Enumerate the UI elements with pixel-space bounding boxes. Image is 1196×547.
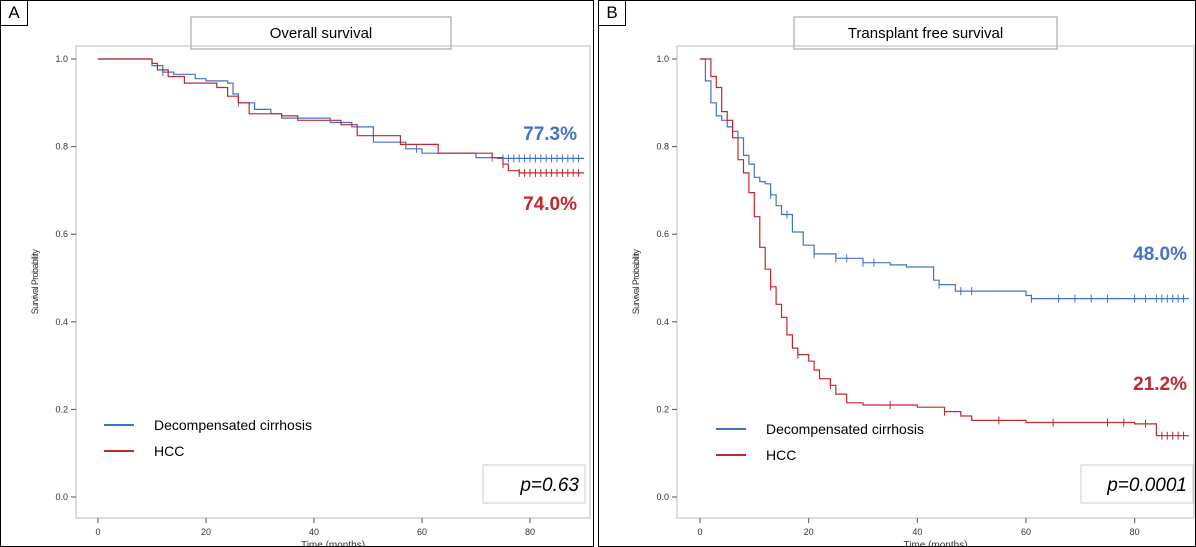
end-label-hcc: 74.0% bbox=[523, 194, 577, 215]
y-tick-label: 0.2 bbox=[55, 404, 68, 414]
series-line-decompensated-cirrhosis bbox=[98, 58, 584, 159]
plot-frame bbox=[676, 45, 1195, 519]
y-tick-label: 0.6 bbox=[656, 229, 669, 239]
y-axis-label: Survival Probability bbox=[30, 249, 40, 315]
plot-frame bbox=[75, 45, 591, 519]
x-tick-label: 80 bbox=[525, 527, 535, 537]
x-axis-label: Time (months) bbox=[301, 540, 365, 546]
x-tick-label: 40 bbox=[309, 527, 319, 537]
legend-label-decompensated-cirrhosis: Decompensated cirrhosis bbox=[154, 417, 312, 433]
x-tick-label: 0 bbox=[697, 527, 702, 537]
x-tick-label: 40 bbox=[912, 527, 922, 537]
p-value: p=0.63 bbox=[519, 475, 579, 496]
panel-overall-survival: A Overall survival 0.0 0.2 0.4 0.6 0.8 1.0 0 20 4… bbox=[0, 0, 594, 547]
legend-label-hcc: HCC bbox=[766, 447, 796, 463]
panel-label-a: A bbox=[1, 1, 28, 26]
y-tick-label: 0.0 bbox=[55, 492, 68, 502]
x-tick-label: 60 bbox=[417, 527, 427, 537]
title-box bbox=[190, 16, 452, 50]
end-label-hcc: 21.2% bbox=[1133, 374, 1187, 395]
x-axis-label: Time (months) bbox=[903, 540, 967, 546]
chart-title: Overall survival bbox=[270, 25, 373, 42]
y-tick-label: 0.4 bbox=[656, 317, 669, 327]
transplant-free-survival-chart: Transplant free survival 0.0 0.2 0.4 0.6 0.8 1… bbox=[631, 16, 1195, 546]
series-line-hcc bbox=[98, 58, 584, 174]
end-label-decompensated-cirrhosis: 48.0% bbox=[1133, 244, 1187, 265]
y-tick-label: 1.0 bbox=[656, 54, 669, 64]
panel-label-b: B bbox=[599, 1, 626, 26]
x-tick-label: 80 bbox=[1130, 527, 1140, 537]
end-label-decompensated-cirrhosis: 77.3% bbox=[523, 124, 577, 145]
p-value-box bbox=[482, 464, 586, 504]
chart-title: Transplant free survival bbox=[848, 25, 1003, 42]
y-tick-label: 0.8 bbox=[656, 142, 669, 152]
x-tick-label: 60 bbox=[1021, 527, 1031, 537]
p-value: p=0.0001 bbox=[1106, 475, 1187, 496]
y-tick-label: 0.0 bbox=[656, 492, 669, 502]
panel-transplant-free-survival: B Transplant free survival 0.0 0.2 0.4 0.6 0.… bbox=[598, 0, 1196, 547]
y-tick-label: 1.0 bbox=[55, 54, 68, 64]
overall-survival-chart: Overall survival 0.0 0.2 0.4 0.6 0.8 1.0 0 20 40 6… bbox=[30, 16, 591, 546]
legend-label-decompensated-cirrhosis: Decompensated cirrhosis bbox=[766, 421, 924, 437]
series-line-hcc bbox=[700, 58, 1189, 437]
title-box bbox=[793, 16, 1058, 50]
y-tick-label: 0.8 bbox=[55, 142, 68, 152]
y-tick-label: 0.2 bbox=[656, 404, 669, 414]
p-value-box bbox=[1080, 464, 1194, 504]
legend-label-hcc: HCC bbox=[154, 443, 184, 459]
y-tick-label: 0.4 bbox=[55, 317, 68, 327]
y-axis-label: Survival Probability bbox=[631, 249, 641, 315]
series-line-decompensated-cirrhosis bbox=[700, 58, 1189, 300]
x-tick-label: 20 bbox=[201, 527, 211, 537]
y-tick-label: 0.6 bbox=[55, 229, 68, 239]
x-tick-label: 20 bbox=[804, 527, 814, 537]
x-tick-label: 0 bbox=[95, 527, 100, 537]
